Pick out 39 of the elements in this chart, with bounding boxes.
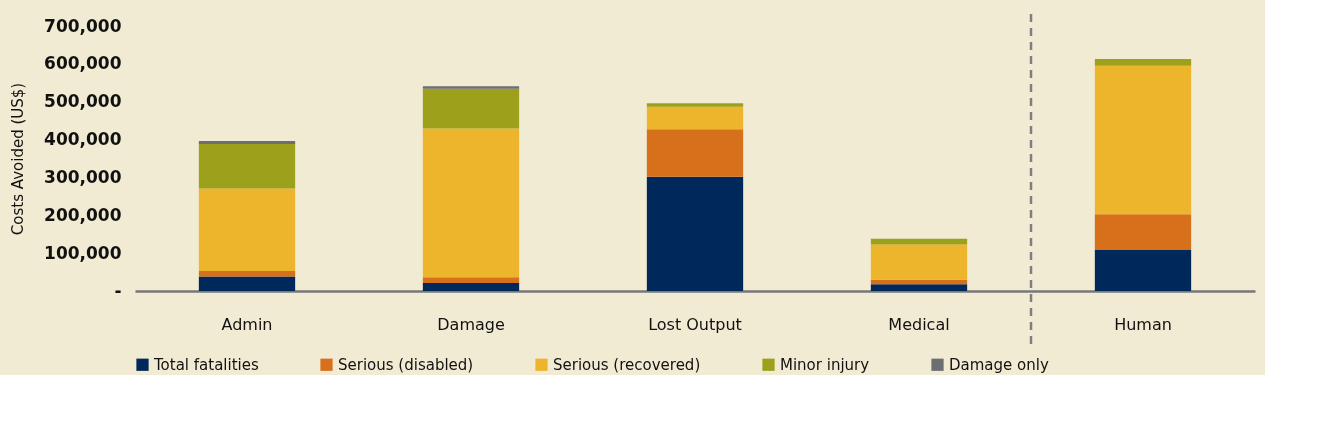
legend-label: Serious (recovered): [553, 355, 701, 374]
x-tick-label: Human: [1114, 314, 1172, 334]
y-tick-label: 500,000: [44, 91, 122, 112]
bar: [198, 270, 296, 277]
bar: [422, 283, 520, 291]
bar: [198, 276, 296, 291]
y-tick-label: 300,000: [44, 166, 122, 187]
y-tick-label: -: [114, 280, 122, 301]
bar: [646, 103, 744, 107]
x-tick-label: Admin: [221, 314, 273, 334]
bar: [422, 86, 520, 89]
bar: [1094, 250, 1192, 291]
y-tick-label: 100,000: [44, 242, 122, 263]
bar: [422, 277, 520, 284]
bar: [198, 144, 296, 189]
x-tick-label: Medical: [888, 314, 950, 334]
bar: [646, 129, 744, 177]
bar: [198, 188, 296, 271]
bar: [198, 141, 296, 145]
bar: [870, 284, 968, 291]
legend-label: Damage only: [949, 355, 1049, 374]
bar: [870, 244, 968, 280]
bar: [1094, 65, 1192, 215]
y-tick-label: 200,000: [44, 204, 122, 225]
y-tick-label: 600,000: [44, 53, 122, 74]
bar: [422, 128, 520, 278]
legend-label: Minor injury: [780, 355, 870, 374]
legend-label: Total fatalities: [153, 355, 259, 374]
x-tick-label: Lost Output: [648, 314, 742, 334]
legend-label: Serious (disabled): [338, 355, 474, 374]
bar: [646, 176, 744, 291]
x-tick-label: Damage: [437, 314, 505, 334]
bar: [1094, 58, 1192, 66]
y-axis-title: Costs Avoided (US$): [9, 82, 28, 236]
bar: [646, 106, 744, 130]
y-tick-label: 400,000: [44, 129, 122, 150]
y-tick-label: 700,000: [44, 15, 122, 36]
bar: [1094, 214, 1192, 251]
bar: [422, 88, 520, 129]
